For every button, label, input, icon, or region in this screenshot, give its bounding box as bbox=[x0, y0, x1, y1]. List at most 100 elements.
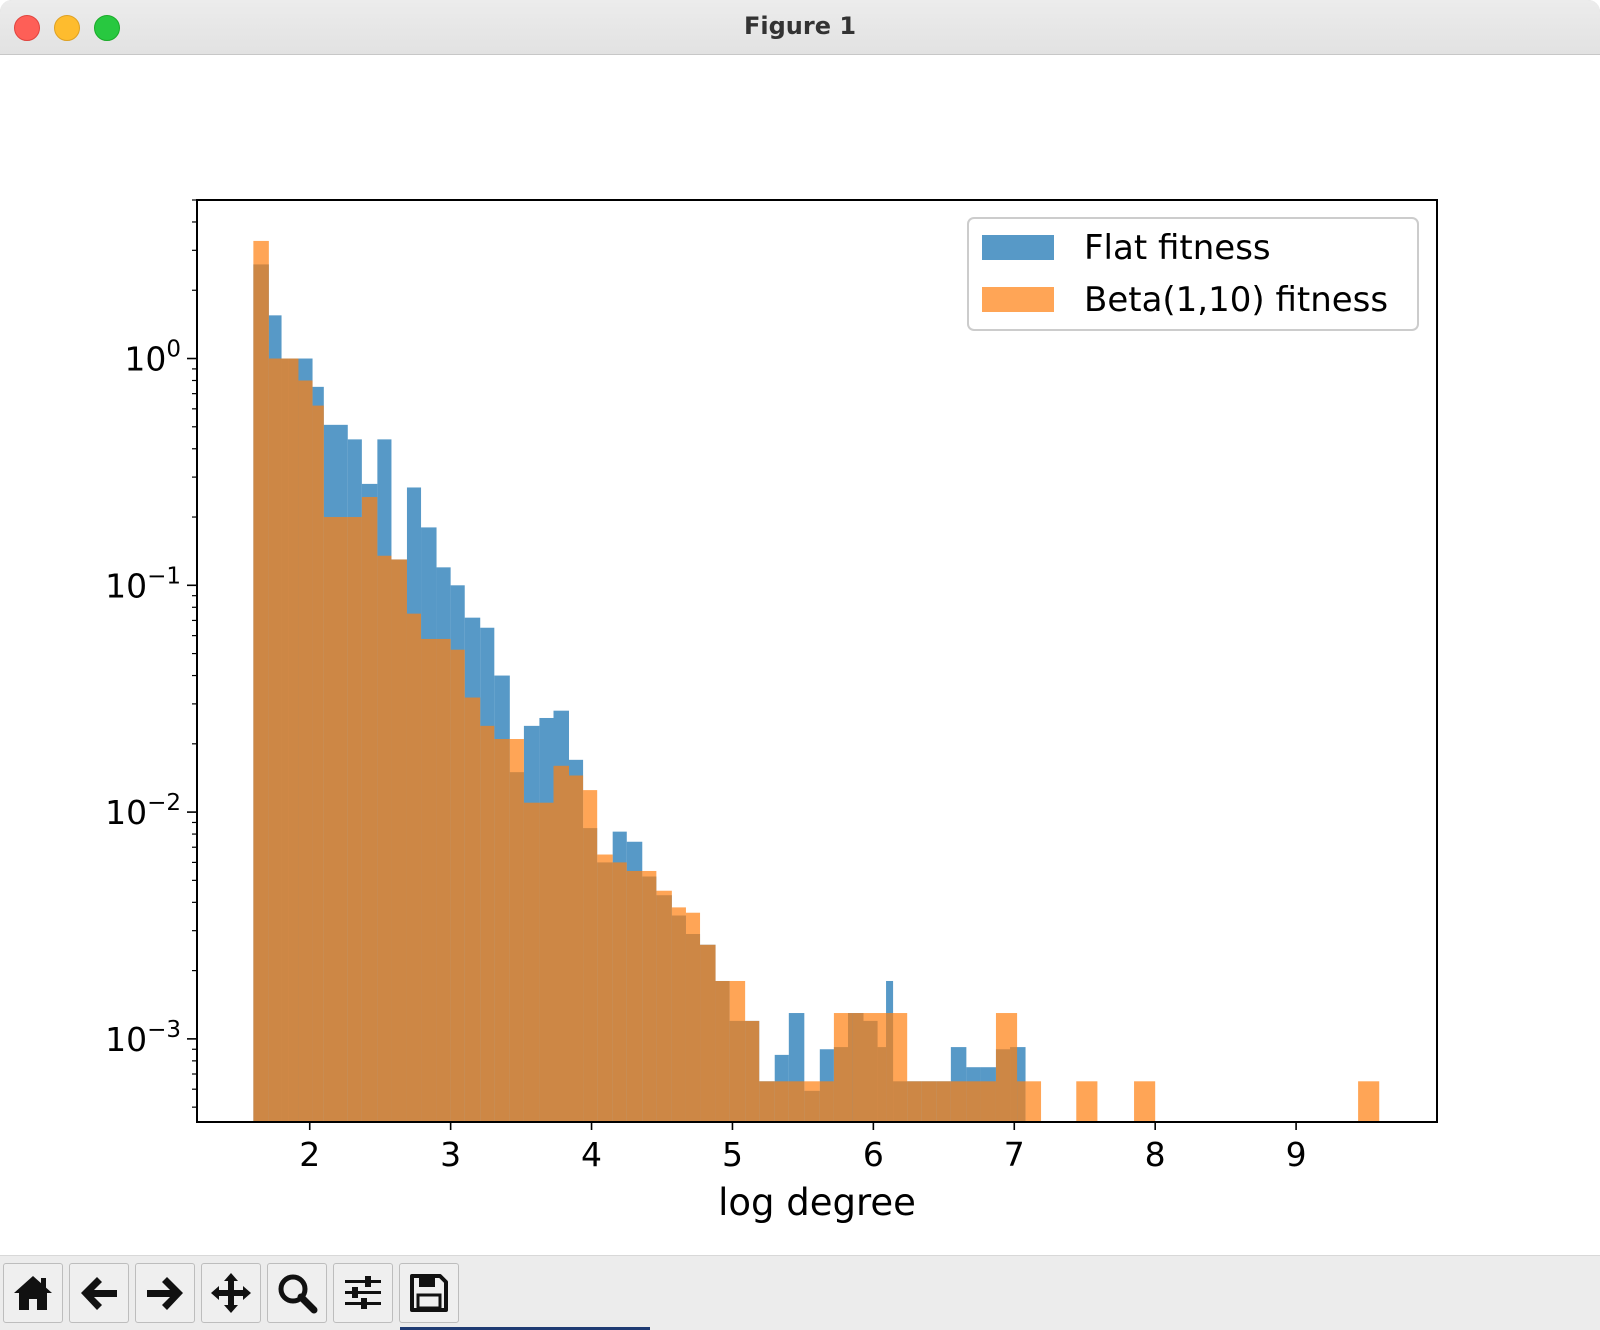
maximize-window-button[interactable] bbox=[94, 15, 120, 41]
histogram-bar bbox=[656, 890, 672, 1122]
histogram-bar bbox=[966, 1081, 981, 1122]
histogram-bar bbox=[597, 854, 613, 1122]
histogram-bar bbox=[406, 613, 422, 1122]
x-tick-label: 7 bbox=[1004, 1135, 1025, 1174]
histogram-bar bbox=[788, 1081, 805, 1122]
histogram-bar bbox=[804, 1081, 820, 1122]
x-tick-label: 9 bbox=[1286, 1135, 1307, 1174]
configure-subplots-button[interactable] bbox=[333, 1263, 393, 1323]
x-tick-label: 6 bbox=[863, 1135, 884, 1174]
histogram-bar bbox=[936, 1081, 951, 1122]
histogram-bar bbox=[509, 739, 524, 1122]
histogram-bar bbox=[1134, 1081, 1156, 1122]
histogram-bar bbox=[290, 358, 299, 1122]
y-tick-label: 10−2 bbox=[105, 790, 181, 832]
histogram-bar bbox=[583, 790, 598, 1122]
home-button[interactable] bbox=[3, 1263, 63, 1323]
histogram-bar bbox=[494, 739, 510, 1122]
axes-frame bbox=[196, 199, 1438, 1123]
arrow-right-icon bbox=[147, 1277, 183, 1310]
magnifier-icon bbox=[278, 1274, 318, 1314]
sliders-icon bbox=[345, 1276, 381, 1309]
x-tick-label: 4 bbox=[581, 1135, 602, 1174]
y-tick-label: 100 bbox=[124, 337, 181, 379]
x-axis-label: log degree bbox=[718, 1181, 916, 1224]
pan-button[interactable] bbox=[201, 1263, 261, 1323]
histogram-bar bbox=[729, 980, 746, 1122]
histogram-bar bbox=[995, 1013, 1018, 1122]
histogram-bar bbox=[886, 1013, 908, 1122]
histogram-bar bbox=[253, 240, 269, 1123]
histogram-chart: 2 3 4 5 6 7 8 9 100 10−1 10−2 10−3 log degree Flat f… bbox=[0, 55, 1600, 1255]
arrow-left-icon bbox=[81, 1277, 117, 1310]
legend-swatch bbox=[982, 287, 1054, 312]
histogram-bar bbox=[642, 870, 657, 1122]
histogram-bar bbox=[921, 1081, 937, 1122]
histogram-bar bbox=[464, 697, 481, 1122]
histogram-bar bbox=[1076, 1081, 1098, 1122]
histogram-bar bbox=[523, 802, 540, 1122]
histogram-bar bbox=[671, 907, 686, 1122]
title-bar[interactable]: Figure 1 bbox=[0, 0, 1600, 55]
legend-label: Beta(1,10) fitness bbox=[1084, 280, 1388, 320]
histogram-bar bbox=[312, 405, 324, 1123]
x-tick-label: 5 bbox=[722, 1135, 743, 1174]
histogram-bar bbox=[553, 765, 569, 1122]
histogram-bar bbox=[612, 862, 627, 1122]
back-button[interactable] bbox=[69, 1263, 129, 1323]
axes-layer: 2 3 4 5 6 7 8 9 100 10−1 10−2 10−3 log degree bbox=[105, 199, 1438, 1224]
close-window-button[interactable] bbox=[14, 15, 40, 41]
floppy-disk-icon bbox=[410, 1274, 448, 1312]
histogram-bar bbox=[450, 649, 465, 1122]
legend[interactable]: Flat fitness Beta(1,10) fitness bbox=[967, 217, 1419, 331]
histogram-bar bbox=[626, 870, 643, 1122]
histogram-bar bbox=[852, 1013, 864, 1122]
histogram-bar bbox=[1025, 1081, 1042, 1122]
histogram-bar bbox=[980, 1081, 996, 1122]
histogram-bar bbox=[323, 517, 348, 1122]
histogram-bar bbox=[391, 559, 407, 1122]
histogram-bar bbox=[745, 1020, 760, 1122]
histogram-bar bbox=[361, 497, 378, 1123]
histogram-bar bbox=[833, 1013, 853, 1122]
save-button[interactable] bbox=[399, 1263, 459, 1323]
zoom-button[interactable] bbox=[267, 1263, 327, 1323]
background-window-edge bbox=[400, 1327, 650, 1330]
histogram-bar bbox=[715, 980, 730, 1122]
histogram-bar bbox=[819, 1081, 834, 1122]
histogram-bar bbox=[774, 1081, 789, 1122]
histogram-bar bbox=[950, 1081, 967, 1122]
histogram-bar bbox=[268, 358, 290, 1122]
forward-button[interactable] bbox=[135, 1263, 195, 1323]
histogram-bar bbox=[480, 725, 495, 1122]
histogram-bar bbox=[421, 638, 437, 1122]
y-tick-label: 10−3 bbox=[105, 1017, 181, 1059]
legend-swatch bbox=[982, 235, 1054, 260]
histogram-bar bbox=[569, 775, 584, 1122]
figure-canvas[interactable]: 2 3 4 5 6 7 8 9 100 10−1 10−2 10−3 log degree Flat f… bbox=[0, 55, 1600, 1255]
legend-box bbox=[967, 217, 1419, 331]
legend-label: Flat fitness bbox=[1084, 228, 1271, 268]
move-icon bbox=[211, 1273, 251, 1313]
histogram-bar bbox=[685, 912, 701, 1122]
histogram-bar bbox=[436, 638, 451, 1122]
home-icon bbox=[14, 1276, 52, 1310]
bars-layer bbox=[253, 240, 1380, 1123]
histogram-bar bbox=[377, 555, 392, 1122]
histogram-bar bbox=[347, 517, 362, 1122]
x-tick-label: 2 bbox=[299, 1135, 320, 1174]
minimize-window-button[interactable] bbox=[54, 15, 80, 41]
histogram-bar bbox=[298, 380, 313, 1123]
histogram-bar bbox=[907, 1081, 922, 1122]
histogram-bar bbox=[1358, 1081, 1380, 1122]
histogram-bar bbox=[863, 1013, 887, 1122]
histogram-bar bbox=[539, 802, 554, 1122]
window-title: Figure 1 bbox=[743, 12, 857, 40]
histogram-bar bbox=[1017, 1081, 1026, 1122]
histogram-bar bbox=[759, 1081, 775, 1122]
navigation-toolbar bbox=[0, 1255, 1600, 1330]
series-2-bars bbox=[253, 240, 1380, 1123]
y-tick-label: 10−1 bbox=[105, 563, 181, 605]
histogram-bar bbox=[700, 944, 716, 1122]
